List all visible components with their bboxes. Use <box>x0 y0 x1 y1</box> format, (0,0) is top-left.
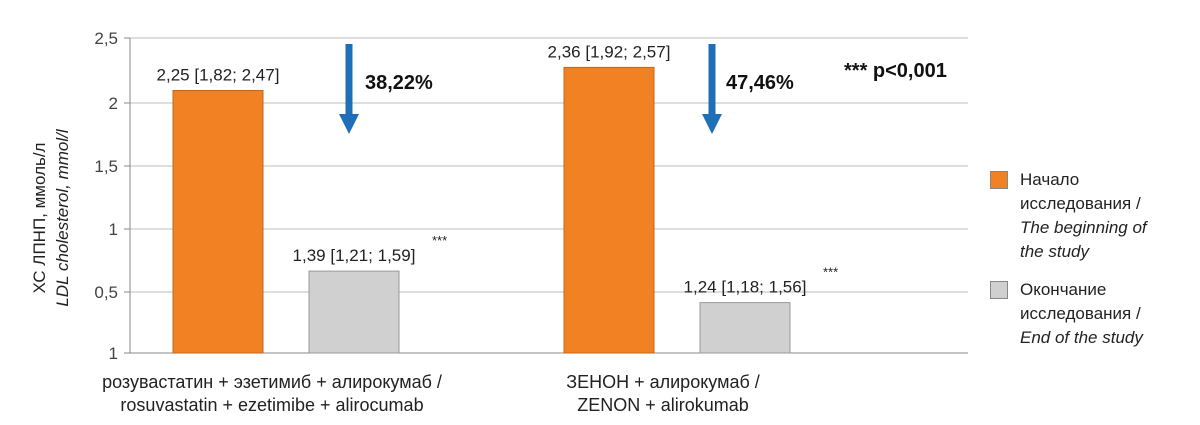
y-tick-label: 1 <box>109 344 118 363</box>
grid-lines <box>130 37 968 354</box>
legend-item-start: Начало исследования / The beginning of t… <box>990 168 1190 264</box>
legend-label-ru-2: исследования / <box>1020 194 1141 213</box>
data-label: 1,24 [1,18; 1,56] <box>684 278 807 297</box>
category-label-2-line2: ZENON + alirokumab <box>577 395 749 415</box>
legend-swatch-end <box>990 281 1008 299</box>
bar <box>172 90 264 354</box>
y-tick-label: 1 <box>109 220 118 239</box>
reduction-label-1: 38,22% <box>365 72 433 94</box>
y-axis-label-ru: ХС ЛПНП, ммоль/л <box>30 143 49 294</box>
data-label: 1,39 [1,21; 1,59] <box>293 246 416 265</box>
data-labels: 2,25 [1,82; 2,47] 2,36 [1,92; 2,57] 1,39 [… <box>157 42 839 296</box>
category-label-1-line1: розувастатин + эзетимиб + алирокумаб / <box>102 372 442 392</box>
bars <box>172 66 791 354</box>
y-tick-label: 2 <box>109 94 118 113</box>
legend: Начало исследования / The beginning of t… <box>990 168 1190 364</box>
y-tick-label: 2,5 <box>94 29 118 48</box>
reduction-arrows <box>339 44 722 134</box>
legend-label-en: End of the study <box>1020 328 1143 347</box>
legend-text-end: Окончание исследования / End of the stud… <box>1020 278 1143 350</box>
reduction-arrow-head <box>339 114 359 134</box>
significance-note: *** p<0,001 <box>844 60 947 82</box>
legend-label-ru: Окончание <box>1020 280 1107 299</box>
reduction-label-2: 47,46% <box>726 72 794 94</box>
legend-item-end: Окончание исследования / End of the stud… <box>990 278 1190 350</box>
legend-label-ru: Начало <box>1020 170 1080 189</box>
data-label: 2,25 [1,82; 2,47] <box>157 66 280 85</box>
legend-label-ru-2: исследования / <box>1020 304 1141 323</box>
significance-stars: *** <box>432 233 447 248</box>
bar <box>308 270 400 354</box>
reduction-arrow-head <box>702 114 722 134</box>
category-label-1-line2: rosuvastatin + ezetimibe + alirocumab <box>120 395 423 415</box>
significance-stars: *** <box>823 265 838 280</box>
data-label: 2,36 [1,92; 2,57] <box>548 42 671 61</box>
legend-label-en-2: the study <box>1020 242 1089 261</box>
bar <box>699 302 791 354</box>
y-axis-label-en: LDL cholesterol, mmol/l <box>53 128 72 307</box>
legend-swatch-start <box>990 171 1008 189</box>
y-tick-label: 0,5 <box>94 283 118 302</box>
bar <box>563 66 655 354</box>
category-label-2-line1: ЗЕНОН + алирокумаб / <box>566 372 760 392</box>
legend-label-en: The beginning of <box>1020 218 1147 237</box>
y-tick-label: 1,5 <box>94 157 118 176</box>
y-axis: 2,5 2 1,5 1 0,5 1 <box>94 29 131 363</box>
legend-text-start: Начало исследования / The beginning of t… <box>1020 168 1147 264</box>
